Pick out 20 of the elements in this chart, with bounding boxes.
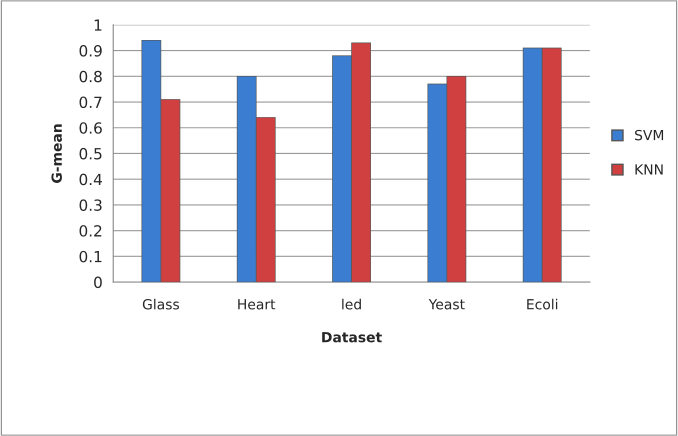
y-tick-label: 0.5 — [80, 148, 102, 160]
y-tick-label: 0.9 — [80, 45, 102, 57]
x-axis-title: Dataset — [322, 332, 382, 342]
y-axis-title: G-mean — [51, 124, 62, 183]
x-tick-label: led — [342, 298, 361, 310]
y-tick-label: 0.1 — [80, 250, 102, 262]
y-tick-label: 0.7 — [80, 96, 102, 108]
y-tick-label: 0.6 — [80, 122, 102, 134]
x-tick-label: Glass — [142, 298, 180, 310]
y-tick-label: 0.2 — [80, 225, 102, 237]
x-tick-label: Heart — [238, 299, 276, 310]
y-tick-label: 0.4 — [80, 174, 102, 186]
legend-label: SVM — [635, 130, 664, 140]
x-tick-label: Yeast — [428, 299, 465, 310]
y-tick-label: 0.8 — [80, 70, 102, 82]
x-tick-label: Ecoli — [527, 298, 558, 310]
y-tick-label: 0 — [94, 276, 102, 288]
legend-label: KNN — [635, 164, 663, 174]
y-tick-label: 1 — [94, 20, 102, 31]
y-tick-label: 0.3 — [80, 199, 102, 211]
